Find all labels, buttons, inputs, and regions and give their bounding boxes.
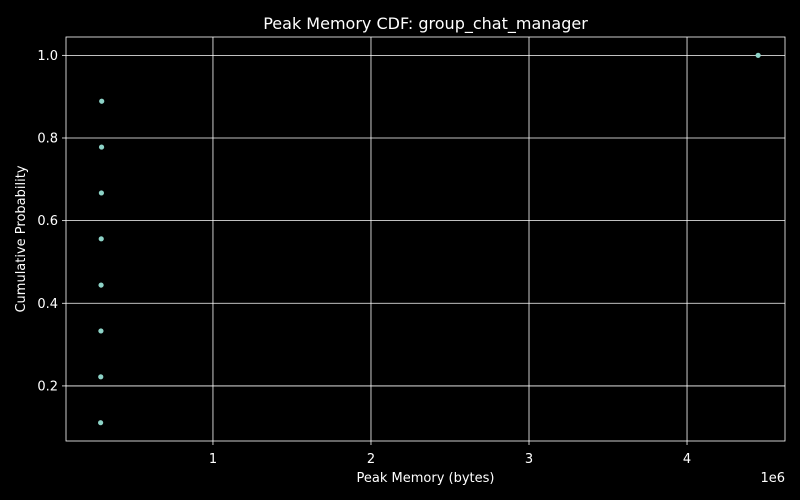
chart-title: Peak Memory CDF: group_chat_manager	[263, 14, 588, 34]
data-point	[98, 328, 104, 334]
y-tick-label: 0.2	[37, 379, 58, 394]
data-point	[99, 98, 105, 104]
grid	[66, 37, 785, 441]
data-point	[98, 420, 104, 426]
data-point	[98, 374, 104, 380]
data-point	[98, 282, 104, 288]
x-tick-label: 1	[209, 452, 217, 467]
y-tick-label: 0.4	[37, 297, 58, 312]
data-point	[755, 52, 761, 58]
y-tick-label: 1.0	[37, 49, 58, 64]
y-tick-label: 0.8	[37, 131, 58, 146]
y-tick-label: 0.6	[37, 214, 58, 229]
data-point	[98, 144, 105, 150]
data-points	[98, 52, 761, 426]
data-point	[98, 236, 104, 242]
x-tick-label: 2	[367, 452, 375, 467]
plot-area	[65, 36, 786, 442]
x-tick-label: 3	[525, 452, 533, 467]
data-point	[98, 190, 104, 196]
x-axis-offset-label: 1e6	[760, 471, 785, 486]
x-tick-label: 4	[683, 452, 691, 467]
x-axis-label: Peak Memory (bytes)	[357, 471, 495, 486]
ticks: 1 2 3 4 0.2 0.4 0.6 0.8 1.0	[37, 49, 691, 467]
y-axis-label: Cumulative Probability	[14, 165, 29, 312]
